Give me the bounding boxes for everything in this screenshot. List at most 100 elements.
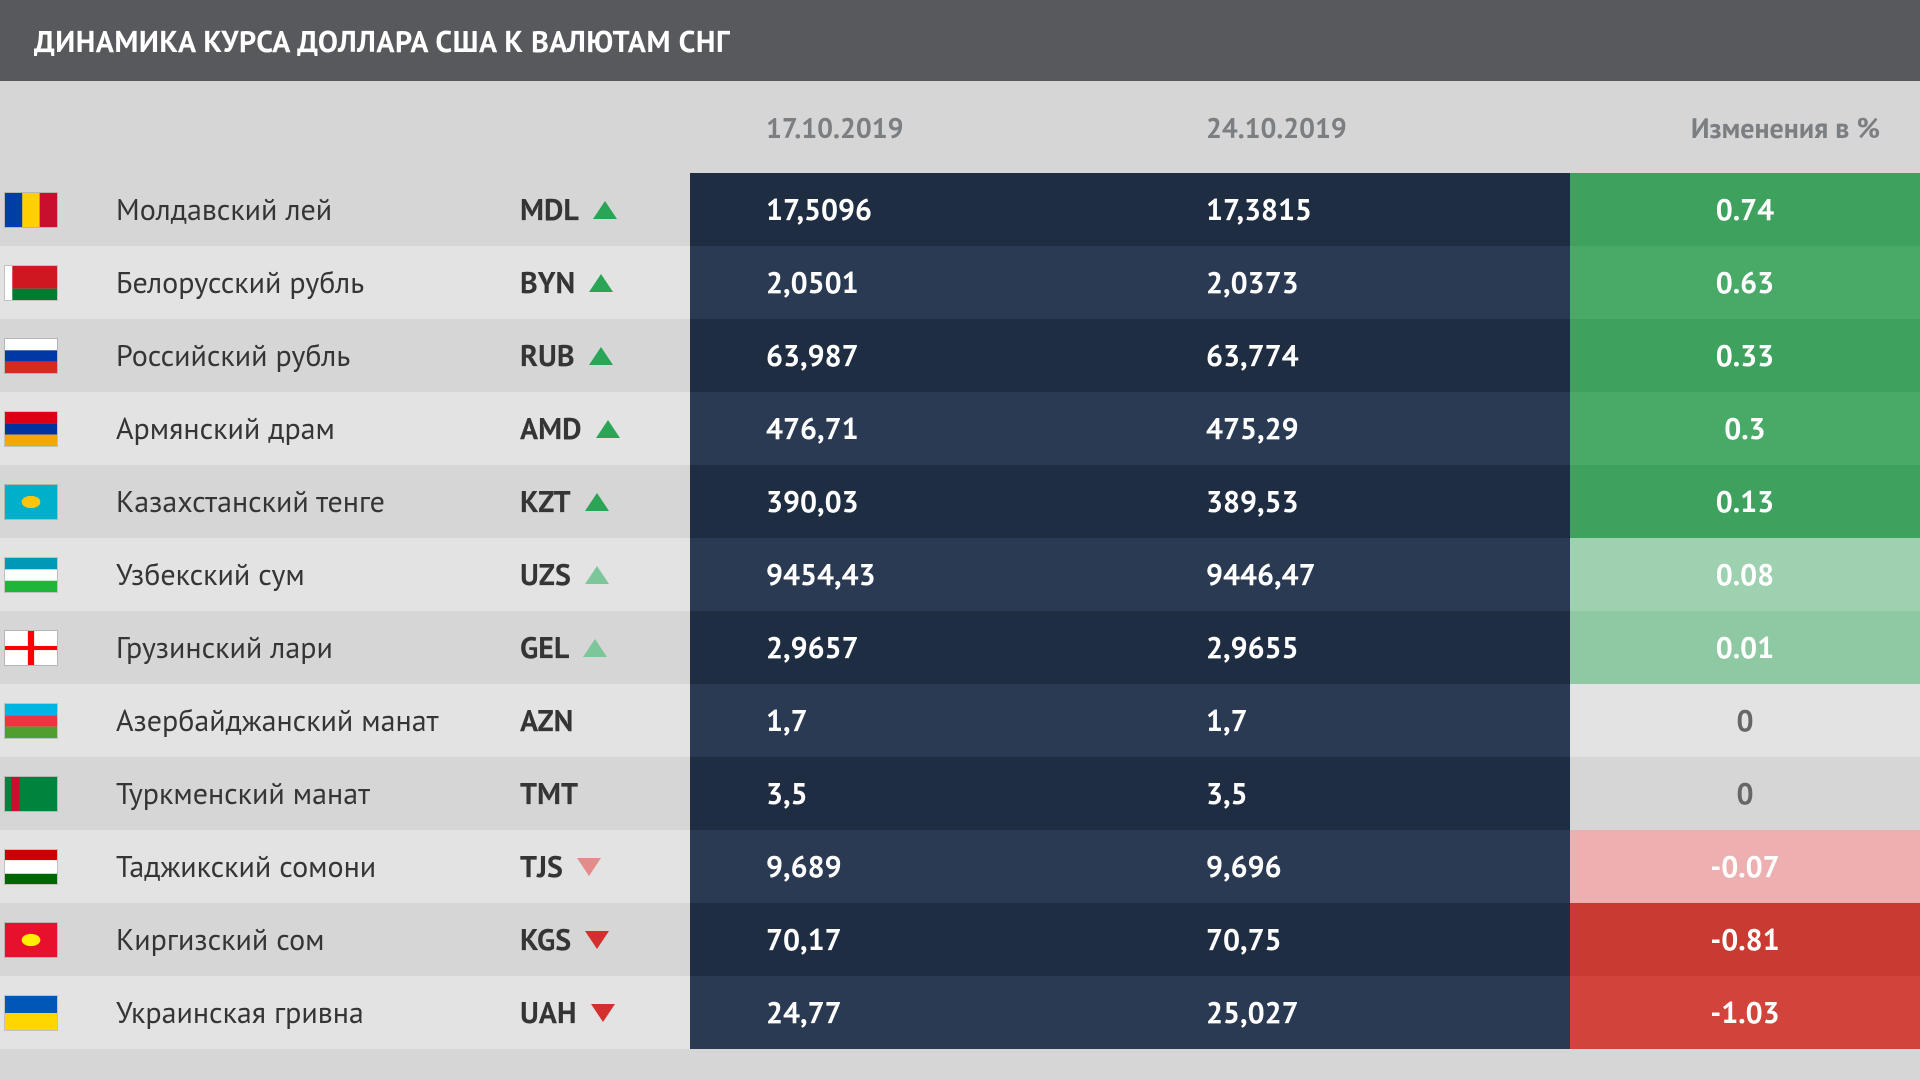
value-date-1: 17,5096 [690,173,1130,246]
currency-code: AZN [520,684,690,757]
value-date-1: 63,987 [690,319,1130,392]
value-date-1: 2,0501 [690,246,1130,319]
currency-code: UZS [520,538,690,611]
table-row: Украинская гривна UAH 24,77 25,027 -1.03 [0,976,1920,1049]
value-date-2: 9446,47 [1130,538,1570,611]
value-date-1: 9454,43 [690,538,1130,611]
value-date-2: 389,53 [1130,465,1570,538]
value-date-2: 3,5 [1130,757,1570,830]
currency-name: Казахстанский тенге [60,465,520,538]
currency-name: Азербайджанский манат [60,684,520,757]
currency-name: Молдавский лей [60,173,520,246]
flag-icon [0,830,60,903]
currency-code: BYN [520,246,690,319]
change-percent: 0.33 [1570,319,1920,392]
table-row: Армянский драм AMD 476,71 475,29 0.3 [0,392,1920,465]
currency-code: UAH [520,976,690,1049]
table-row: Туркменский манат TMT 3,5 3,5 0 [0,757,1920,830]
arrow-up-icon [585,566,609,584]
value-date-1: 2,9657 [690,611,1130,684]
flag-icon [0,903,60,976]
value-date-2: 17,3815 [1130,173,1570,246]
change-percent: 0.13 [1570,465,1920,538]
flag-icon [0,246,60,319]
currency-name: Киргизский сом [60,903,520,976]
currency-name: Российский рубль [60,319,520,392]
currency-name: Узбекский сум [60,538,520,611]
flag-icon [0,319,60,392]
value-date-2: 25,027 [1130,976,1570,1049]
change-percent: 0.74 [1570,173,1920,246]
table-row: Грузинский лари GEL 2,9657 2,9655 0.01 [0,611,1920,684]
arrow-up-icon [596,420,620,438]
flag-icon [0,684,60,757]
value-date-2: 2,0373 [1130,246,1570,319]
change-percent: 0.63 [1570,246,1920,319]
arrow-down-icon [585,931,609,949]
header-date-1: 17.10.2019 [690,109,1130,146]
change-percent: -0.07 [1570,830,1920,903]
table-row: Таджикский сомони TJS 9,689 9,696 -0.07 [0,830,1920,903]
currency-code: AMD [520,392,690,465]
flag-icon [0,392,60,465]
arrow-up-icon [585,493,609,511]
change-percent: -0.81 [1570,903,1920,976]
table-row: Молдавский лей MDL 17,5096 17,3815 0.74 [0,173,1920,246]
flag-icon [0,611,60,684]
value-date-1: 390,03 [690,465,1130,538]
value-date-2: 475,29 [1130,392,1570,465]
currency-code: RUB [520,319,690,392]
currency-code: MDL [520,173,690,246]
currency-name: Таджикский сомони [60,830,520,903]
currency-table-panel: { "title": "ДИНАМИКА КУРСА ДОЛЛАРА США К… [0,0,1920,1080]
table-body: Молдавский лей MDL 17,5096 17,3815 0.74 … [0,173,1920,1049]
currency-code: TJS [520,830,690,903]
header-change: Изменения в % [1570,109,1920,146]
change-percent: 0.08 [1570,538,1920,611]
table-row: Киргизский сом KGS 70,17 70,75 -0.81 [0,903,1920,976]
table-row: Белорусский рубль BYN 2,0501 2,0373 0.63 [0,246,1920,319]
value-date-2: 9,696 [1130,830,1570,903]
table-header: 17.10.2019 24.10.2019 Изменения в % [0,81,1920,173]
page-title: ДИНАМИКА КУРСА ДОЛЛАРА США К ВАЛЮТАМ СНГ [0,0,1920,81]
change-percent: 0 [1570,684,1920,757]
value-date-2: 2,9655 [1130,611,1570,684]
flag-icon [0,538,60,611]
arrow-up-icon [583,639,607,657]
currency-name: Грузинский лари [60,611,520,684]
arrow-up-icon [589,347,613,365]
value-date-1: 476,71 [690,392,1130,465]
flag-icon [0,976,60,1049]
currency-name: Туркменский манат [60,757,520,830]
value-date-1: 70,17 [690,903,1130,976]
value-date-2: 1,7 [1130,684,1570,757]
flag-icon [0,757,60,830]
value-date-2: 63,774 [1130,319,1570,392]
currency-code: TMT [520,757,690,830]
value-date-1: 3,5 [690,757,1130,830]
table-row: Узбекский сум UZS 9454,43 9446,47 0.08 [0,538,1920,611]
change-percent: 0.01 [1570,611,1920,684]
currency-code: KZT [520,465,690,538]
arrow-up-icon [593,201,617,219]
change-percent: 0 [1570,757,1920,830]
currency-name: Белорусский рубль [60,246,520,319]
arrow-up-icon [589,274,613,292]
flag-icon [0,173,60,246]
currency-code: GEL [520,611,690,684]
change-percent: 0.3 [1570,392,1920,465]
currency-code: KGS [520,903,690,976]
value-date-2: 70,75 [1130,903,1570,976]
value-date-1: 1,7 [690,684,1130,757]
value-date-1: 24,77 [690,976,1130,1049]
currency-name: Армянский драм [60,392,520,465]
arrow-down-icon [577,858,601,876]
arrow-down-icon [591,1004,615,1022]
change-percent: -1.03 [1570,976,1920,1049]
table-row: Российский рубль RUB 63,987 63,774 0.33 [0,319,1920,392]
flag-icon [0,465,60,538]
table-row: Азербайджанский манат AZN 1,7 1,7 0 [0,684,1920,757]
header-date-2: 24.10.2019 [1130,109,1570,146]
currency-name: Украинская гривна [60,976,520,1049]
value-date-1: 9,689 [690,830,1130,903]
